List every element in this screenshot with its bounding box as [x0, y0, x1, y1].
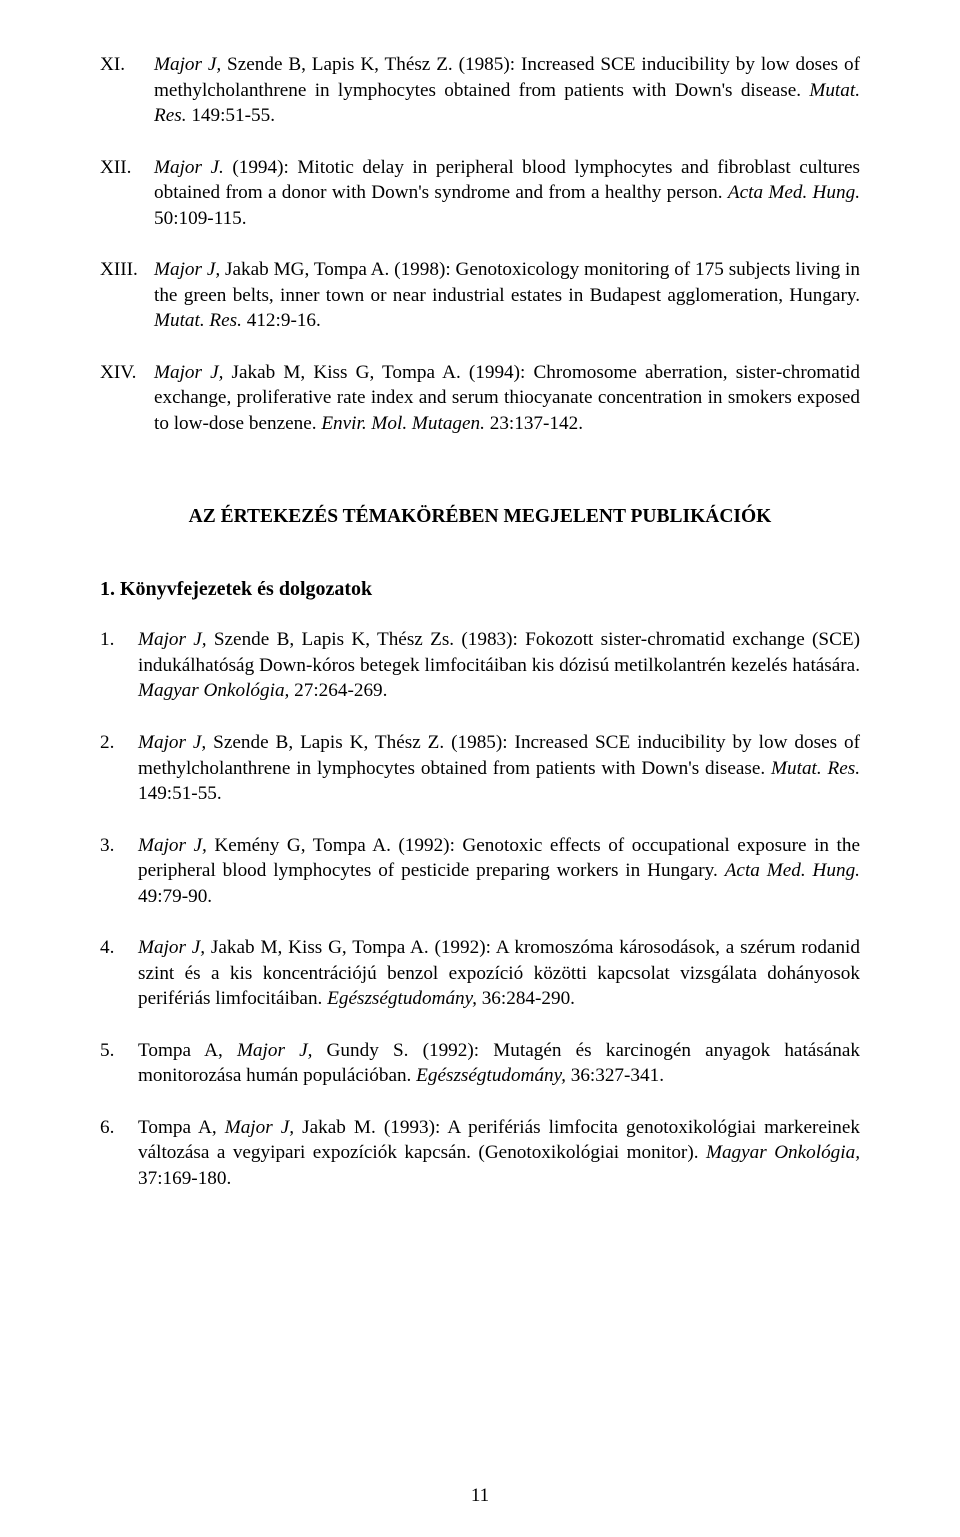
reference-label: XIII. — [100, 257, 154, 334]
reference-item: XI. Major J, Szende B, Lapis K, Thész Z.… — [100, 52, 860, 129]
reference-body: Major J, Kemény G, Tompa A. (1992): Geno… — [138, 833, 860, 910]
journal-italic: Egészségtudomány, — [416, 1065, 566, 1086]
reference-label: 5. — [100, 1038, 138, 1089]
page: XI. Major J, Szende B, Lapis K, Thész Z.… — [0, 0, 960, 1537]
reference-text: Jakab MG, Tompa A. (1998): Genotoxicolog… — [154, 259, 860, 306]
author-italic: Major J, — [138, 937, 205, 958]
author-pre: Tompa A, — [138, 1040, 237, 1061]
author-italic: Major J, — [154, 362, 223, 383]
reference-body: Major J, Jakab M, Kiss G, Tompa A. (1994… — [154, 360, 860, 437]
section-title: AZ ÉRTEKEZÉS TÉMAKÖRÉBEN MEGJELENT PUBLI… — [100, 506, 860, 528]
reference-item: XIV. Major J, Jakab M, Kiss G, Tompa A. … — [100, 360, 860, 437]
reference-text: 49:79-90. — [138, 886, 212, 907]
reference-label: 3. — [100, 833, 138, 910]
reference-label: XI. — [100, 52, 154, 129]
author-italic: Major J, — [154, 259, 220, 280]
journal-italic: Envir. Mol. Mutagen. — [321, 413, 485, 434]
reference-text: 36:284-290. — [477, 988, 575, 1009]
reference-text: 36:327-341. — [566, 1065, 664, 1086]
journal-italic: Acta Med. Hung. — [725, 860, 860, 881]
roman-reference-list: XI. Major J, Szende B, Lapis K, Thész Z.… — [100, 52, 860, 436]
numbered-reference-list: 1. Major J, Szende B, Lapis K, Thész Zs.… — [100, 627, 860, 1191]
journal-italic: Mutat. Res. — [771, 758, 860, 779]
reference-body: Major J, Szende B, Lapis K, Thész Z. (19… — [138, 730, 860, 807]
reference-text: Szende B, Lapis K, Thész Z. (1985): Incr… — [154, 54, 860, 101]
journal-italic: Acta Med. Hung. — [728, 182, 860, 203]
reference-item: XIII. Major J, Jakab MG, Tompa A. (1998)… — [100, 257, 860, 334]
reference-body: Major J, Szende B, Lapis K, Thész Z. (19… — [154, 52, 860, 129]
reference-label: XIV. — [100, 360, 154, 437]
author-italic: Major J, — [237, 1040, 312, 1061]
reference-body: Major J, Jakab M, Kiss G, Tompa A. (1992… — [138, 935, 860, 1012]
reference-item: 4. Major J, Jakab M, Kiss G, Tompa A. (1… — [100, 935, 860, 1012]
reference-body: Major J, Jakab MG, Tompa A. (1998): Geno… — [154, 257, 860, 334]
section-title-leading: A — [189, 506, 203, 527]
author-italic: Major J, — [138, 629, 207, 650]
reference-body: Major J, Szende B, Lapis K, Thész Zs. (1… — [138, 627, 860, 704]
reference-item: 1. Major J, Szende B, Lapis K, Thész Zs.… — [100, 627, 860, 704]
reference-body: Tompa A, Major J, Gundy S. (1992): Mutag… — [138, 1038, 860, 1089]
reference-text: Szende B, Lapis K, Thész Z. (1985): Incr… — [138, 732, 860, 779]
journal-italic: Egészségtudomány, — [327, 988, 477, 1009]
reference-body: Tompa A, Major J, Jakab M. (1993): A per… — [138, 1115, 860, 1192]
reference-item: XII. Major J. (1994): Mitotic delay in p… — [100, 155, 860, 232]
reference-label: 1. — [100, 627, 138, 704]
page-number: 11 — [0, 1485, 960, 1507]
author-pre: Tompa A, — [138, 1117, 225, 1138]
reference-label: 4. — [100, 935, 138, 1012]
reference-label: XII. — [100, 155, 154, 232]
reference-body: Major J. (1994): Mitotic delay in periph… — [154, 155, 860, 232]
author-italic: Major J, — [154, 54, 221, 75]
reference-text: 50:109-115. — [154, 208, 247, 229]
reference-item: 2. Major J, Szende B, Lapis K, Thész Z. … — [100, 730, 860, 807]
reference-item: 3. Major J, Kemény G, Tompa A. (1992): G… — [100, 833, 860, 910]
section-title-rest: Z ÉRTEKEZÉS TÉMAKÖRÉBEN MEGJELENT PUBLIK… — [203, 506, 772, 527]
journal-italic: Mutat. Res. — [154, 310, 242, 331]
author-italic: Major J, — [225, 1117, 294, 1138]
reference-text: 412:9-16. — [242, 310, 321, 331]
subheading: 1. Könyvfejezetek és dolgozatok — [100, 578, 860, 601]
journal-italic: Magyar Onkológia, — [706, 1142, 860, 1163]
author-italic: Major J. — [154, 157, 224, 178]
author-italic: Major J, — [138, 835, 207, 856]
reference-text: 23:137-142. — [485, 413, 583, 434]
reference-label: 6. — [100, 1115, 138, 1192]
reference-label: 2. — [100, 730, 138, 807]
reference-text: 37:169-180. — [138, 1168, 231, 1189]
reference-item: 5. Tompa A, Major J, Gundy S. (1992): Mu… — [100, 1038, 860, 1089]
journal-italic: Magyar Onkológia, — [138, 680, 289, 701]
reference-item: 6. Tompa A, Major J, Jakab M. (1993): A … — [100, 1115, 860, 1192]
reference-text: 149:51-55. — [187, 105, 275, 126]
reference-text: Szende B, Lapis K, Thész Zs. (1983): Fok… — [138, 629, 860, 676]
reference-text: 149:51-55. — [138, 783, 222, 804]
author-italic: Major J, — [138, 732, 206, 753]
reference-text: 27:264-269. — [289, 680, 387, 701]
